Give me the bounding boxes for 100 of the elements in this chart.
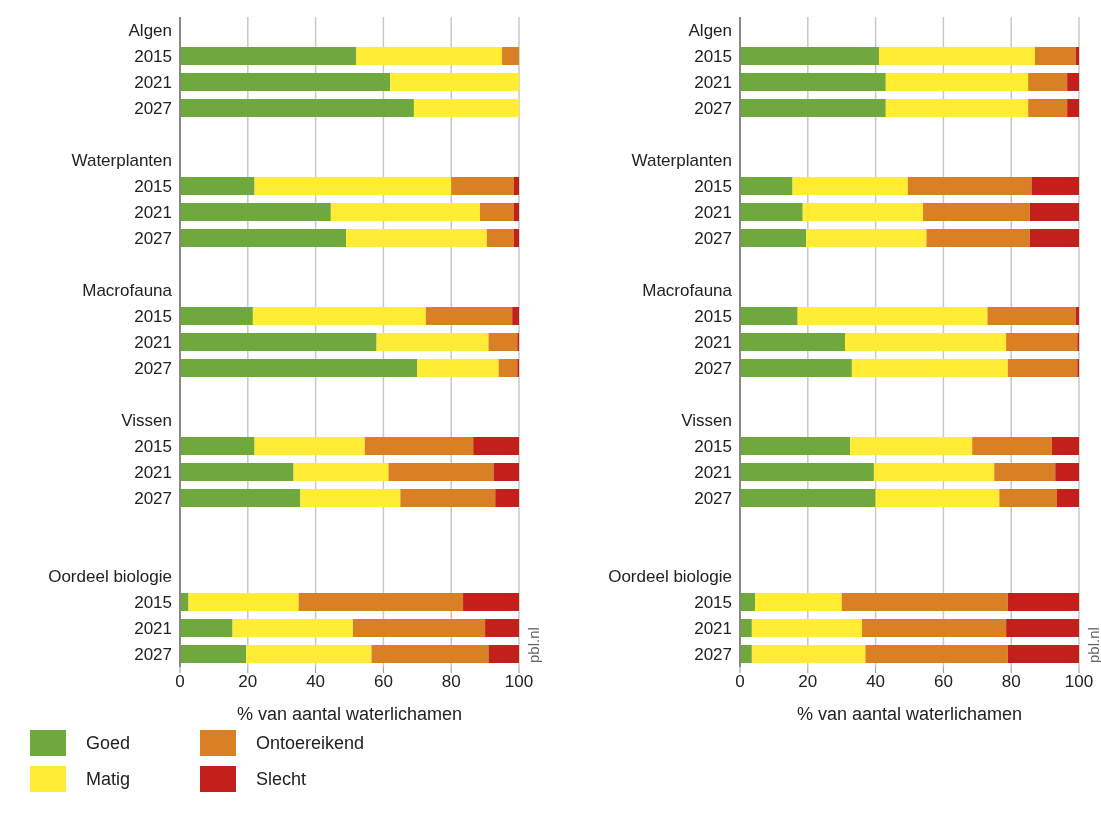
bar [486, 229, 514, 247]
bar [232, 619, 353, 637]
bar [495, 489, 519, 507]
bar [180, 645, 247, 663]
bar [180, 73, 391, 91]
y-tick-label: 2027 [134, 359, 172, 379]
bar [907, 177, 1032, 195]
x-axis-title: % van aantal waterlichamen [796, 704, 1023, 724]
bar [873, 463, 995, 481]
y-tick-label: 2015 [694, 177, 732, 197]
bar [502, 47, 519, 65]
y-tick-label: 2021 [694, 619, 732, 639]
y-tick-label: Waterplanten [71, 151, 172, 171]
bar [180, 333, 377, 351]
bar [740, 437, 851, 455]
bar [352, 619, 486, 637]
y-tick-label: 2027 [134, 489, 172, 509]
bar [865, 645, 1008, 663]
bar [740, 489, 876, 507]
bar [972, 437, 1052, 455]
bar [751, 645, 866, 663]
bar [376, 333, 489, 351]
bar [413, 99, 519, 117]
bar [180, 177, 255, 195]
y-tick-label: 2021 [694, 333, 732, 353]
x-tick-label: 80 [1001, 672, 1021, 692]
y-tick-label: 2027 [694, 99, 732, 119]
bar [1034, 47, 1076, 65]
y-tick-label: 2021 [134, 73, 172, 93]
bar [498, 359, 518, 377]
bar [751, 619, 863, 637]
bar [254, 437, 365, 455]
bar [1028, 73, 1068, 91]
bar [188, 593, 299, 611]
bar [1007, 645, 1079, 663]
x-tick-label: 20 [238, 672, 258, 692]
y-tick-label: Vissen [681, 411, 732, 431]
y-tick-label: Algen [688, 21, 732, 41]
bar [180, 437, 255, 455]
y-tick-label: 2027 [694, 229, 732, 249]
bar [246, 645, 372, 663]
y-tick-label: 2015 [694, 437, 732, 457]
y-tick-label: 2021 [134, 203, 172, 223]
bar [451, 177, 514, 195]
y-tick-label: 2021 [134, 333, 172, 353]
bar [740, 47, 879, 65]
y-tick-label: Oordeel biologie [48, 567, 172, 587]
bar [488, 333, 518, 351]
x-tick-label: 100 [1064, 672, 1094, 692]
bar [841, 593, 1008, 611]
bar [755, 593, 842, 611]
y-tick-label: 2027 [134, 645, 172, 665]
x-tick-label: 0 [735, 672, 745, 692]
y-tick-label: Vissen [121, 411, 172, 431]
y-tick-label: 2015 [694, 593, 732, 613]
y-tick-label: 2015 [134, 593, 172, 613]
bar [180, 99, 414, 117]
y-tick-label: Oordeel biologie [608, 567, 732, 587]
bar [994, 463, 1056, 481]
bar [488, 645, 519, 663]
bar [371, 645, 489, 663]
bar [740, 619, 752, 637]
bar [298, 593, 464, 611]
y-tick-label: 2021 [134, 463, 172, 483]
bar [740, 463, 874, 481]
bar [875, 489, 1000, 507]
bar [1067, 99, 1079, 117]
bar [485, 619, 519, 637]
bar [180, 203, 331, 221]
x-tick-label: 80 [441, 672, 461, 692]
bar [180, 619, 233, 637]
bar [180, 47, 357, 65]
legend-label: Slecht [256, 768, 307, 790]
bar [1055, 463, 1079, 481]
y-tick-label: 2015 [694, 307, 732, 327]
y-tick-label: 2027 [694, 359, 732, 379]
bar [513, 177, 519, 195]
x-tick-label: 20 [798, 672, 818, 692]
bar [463, 593, 519, 611]
bar [740, 203, 803, 221]
y-tick-label: 2027 [134, 99, 172, 119]
bar [885, 99, 1029, 117]
bar [180, 307, 253, 325]
y-tick-label: 2021 [134, 619, 172, 639]
bar [1067, 73, 1079, 91]
bar [740, 645, 752, 663]
legend-label: Goed [86, 732, 131, 754]
bar [346, 229, 487, 247]
bar [390, 73, 519, 91]
bar [512, 307, 519, 325]
bar [885, 73, 1029, 91]
y-tick-label: Algen [128, 21, 172, 41]
x-tick-label: 40 [866, 672, 886, 692]
bar [425, 307, 513, 325]
y-tick-label: 2015 [694, 47, 732, 67]
legend-label: Ontoereikend [256, 732, 365, 754]
bar [400, 489, 496, 507]
bar [802, 203, 924, 221]
y-tick-label: 2021 [694, 73, 732, 93]
bar [252, 307, 426, 325]
